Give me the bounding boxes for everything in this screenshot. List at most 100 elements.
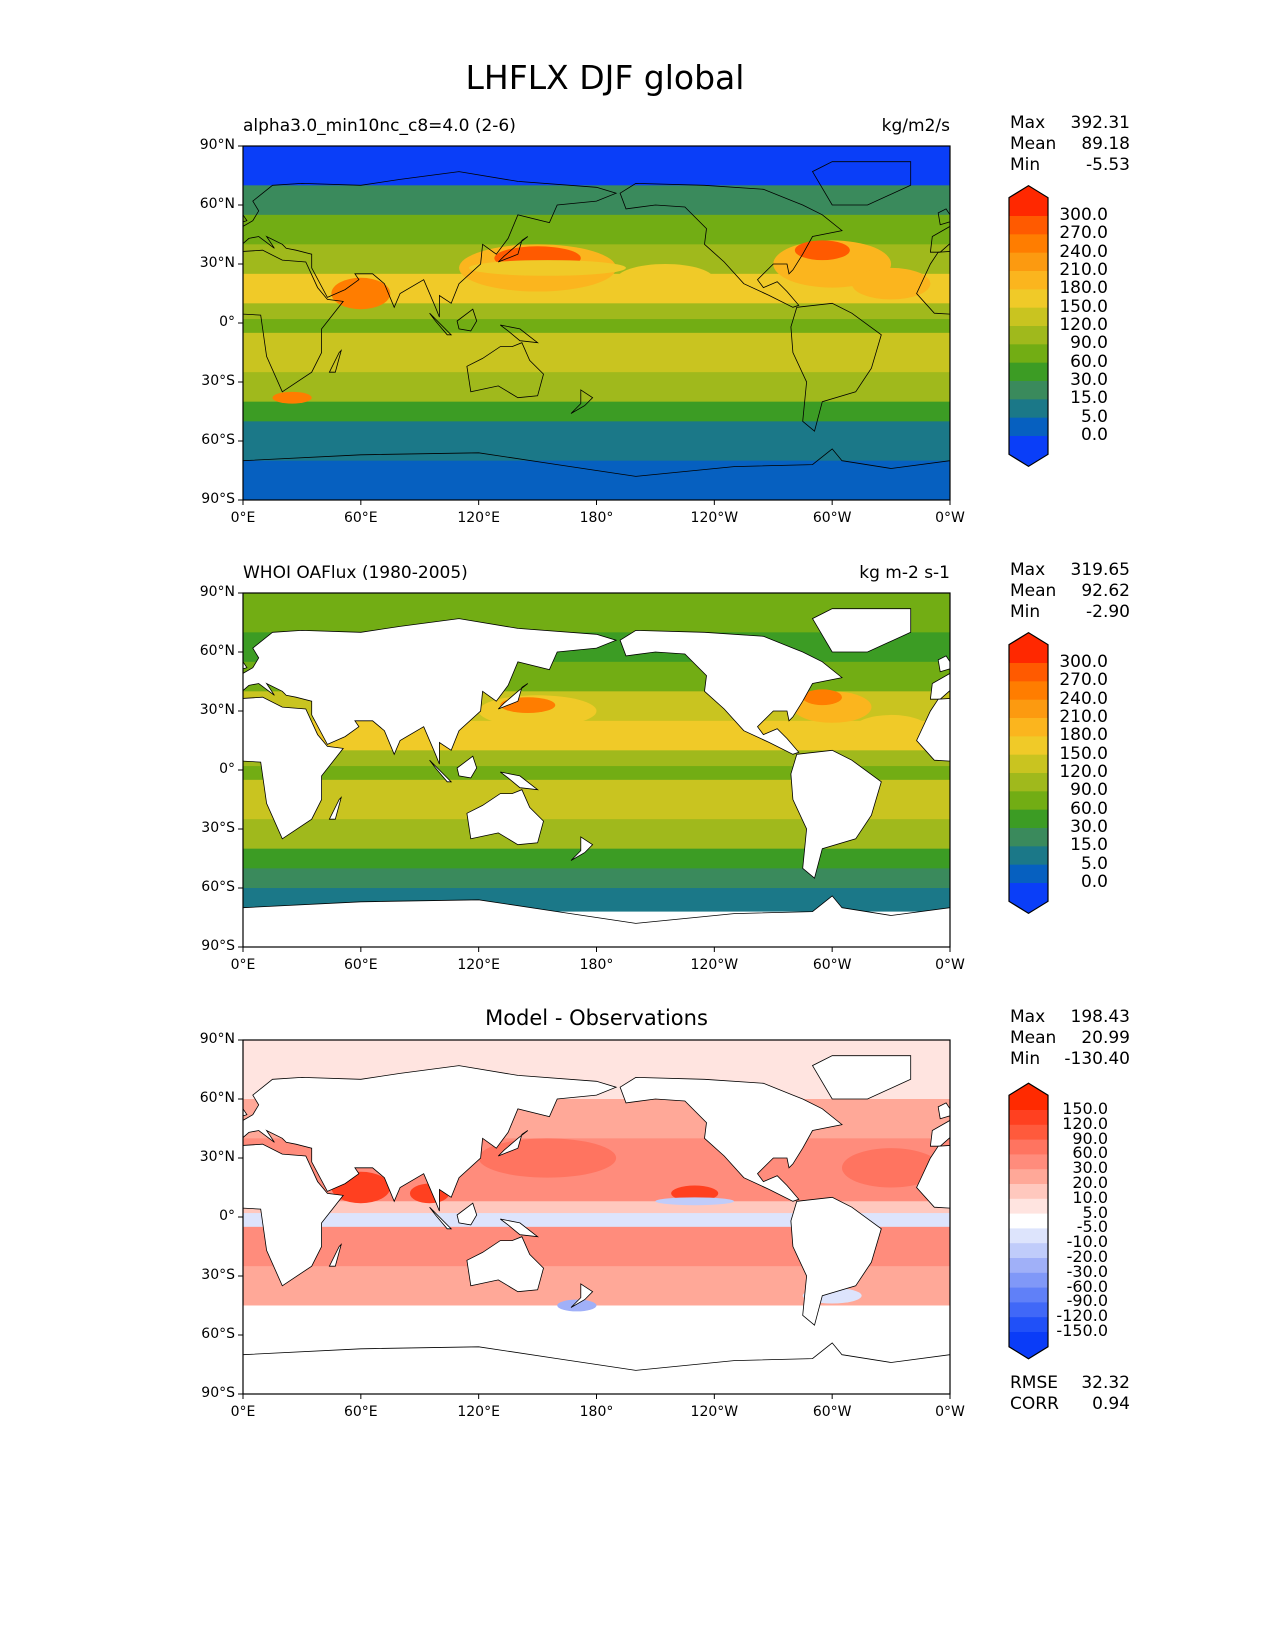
field-band (243, 303, 950, 320)
x-tick-label: 60°E (343, 1404, 378, 1420)
field-band (243, 185, 950, 216)
field-anomaly (851, 714, 931, 747)
coastline-samerica (84, 1197, 174, 1325)
x-tick-label: 0°W (935, 957, 965, 973)
coastline-sumatra (1137, 313, 1159, 335)
stat-value-mean: 20.99 (1081, 1028, 1130, 1048)
field-anomaly (468, 260, 626, 276)
colorbar-label: 5.0 (1082, 1202, 1108, 1222)
colorbar-segment (1009, 271, 1048, 290)
colorbar-label: 10.0 (1072, 1187, 1108, 1207)
colorbar-label: 120.0 (1059, 762, 1108, 782)
coastline-eurasia (243, 618, 618, 765)
field-band (243, 868, 950, 889)
colorbar-segment (1009, 289, 1048, 309)
colorbar-segment (1009, 1302, 1048, 1318)
colorbar-segment (1009, 754, 1048, 774)
coastline-borneo (1164, 309, 1184, 331)
coastline-newguinea (1207, 325, 1244, 343)
rmse-value: 32.32 (1081, 1373, 1130, 1393)
colorbar-segment (1009, 681, 1048, 701)
coastline-japan (1205, 684, 1235, 710)
x-tick-label: 0°E (230, 1404, 256, 1420)
coastline-uk (937, 1102, 950, 1120)
field-band (243, 372, 950, 403)
colorbar-segment (1009, 1198, 1048, 1215)
coastline-uk (243, 1108, 248, 1117)
colorbar-label: 240.0 (1059, 688, 1108, 709)
coastline-antarctica (243, 448, 950, 500)
coastline-uk (243, 661, 248, 670)
field-anomaly (272, 391, 312, 404)
rmse-label: RMSE (1010, 1373, 1059, 1393)
coastline-newguinea (500, 1218, 539, 1238)
field-anomaly (557, 1299, 597, 1312)
map-field (106, 593, 1235, 947)
x-tick-label: 60°W (812, 510, 852, 526)
stat-label-mean: Mean (1010, 581, 1057, 601)
colorbar-label: 30.0 (1070, 370, 1108, 390)
y-tick-label: 90°S (201, 491, 235, 507)
y-tick-label: 0° (219, 314, 235, 330)
field-band (243, 460, 950, 500)
field-anomaly (851, 267, 931, 300)
field-band (243, 146, 950, 186)
colorbar-label: 300.0 (1059, 652, 1108, 672)
y-tick-label: 60°N (199, 643, 235, 659)
x-tick-label: 180° (579, 1404, 614, 1420)
coastline-namerica (619, 629, 843, 755)
field-anomaly (794, 240, 850, 261)
field-band (243, 332, 950, 373)
colorbar-label: 90.0 (1070, 333, 1108, 354)
field-band (243, 214, 950, 245)
figure-title: LHFLX DJF global (465, 58, 745, 97)
y-tick-label: 60°S (201, 879, 235, 895)
colorbar-label: 120.0 (1059, 315, 1108, 335)
colorbar-segment (1009, 1110, 1048, 1126)
coastline-australia (466, 1236, 544, 1293)
field-band (243, 401, 950, 422)
coastline-nz (570, 836, 594, 861)
coastline-sumatra (429, 312, 453, 336)
corr-value: 0.94 (1092, 1394, 1130, 1414)
x-tick-label: 120°E (457, 1404, 500, 1420)
coastline-uk (937, 655, 950, 673)
coastline-africa (916, 1145, 950, 1209)
x-tick-label: 60°W (812, 957, 852, 973)
coastline-namerica (0, 183, 135, 307)
colorbar-label: -90.0 (1066, 1291, 1108, 1311)
colorbar-label: 120.0 (1062, 1113, 1108, 1133)
coastline-madagascar (328, 349, 342, 373)
colorbar-segment (1009, 1272, 1048, 1289)
colorbar-extend-min (1009, 1332, 1048, 1359)
colorbar-label: 210.0 (1059, 260, 1108, 280)
panel-units: kg m-2 s-1 (859, 563, 950, 583)
x-tick-label: 0°E (230, 510, 256, 526)
colorbar-segment (1009, 1139, 1048, 1155)
y-tick-label: 30°S (201, 373, 235, 389)
coastline-australia (466, 789, 544, 846)
coastline-eurasia (929, 672, 950, 700)
panel-title: Model - Observations (485, 1006, 708, 1030)
coastline-borneo (456, 308, 478, 332)
colorbar-segment (1009, 828, 1048, 847)
colorbar-segment (1009, 846, 1048, 866)
y-tick-label: 0° (219, 761, 235, 777)
coastline-australia (1174, 1237, 1251, 1292)
map-panel-2 (106, 592, 1235, 952)
y-tick-label: 30°N (199, 255, 235, 271)
coastline-madagascar (328, 1243, 342, 1267)
coastline-newguinea (500, 771, 539, 791)
coastline-samerica (790, 302, 882, 432)
colorbar-segment (1009, 718, 1048, 737)
coastline-borneo (456, 755, 478, 779)
colorbar-label: 240.0 (1059, 241, 1108, 262)
y-tick-label: 30°S (201, 1267, 235, 1283)
stat-value-mean: 92.62 (1081, 581, 1130, 601)
coastline-antarctica (243, 1342, 950, 1394)
colorbar-segment (1009, 1154, 1048, 1170)
colorbar-label: 270.0 (1059, 670, 1108, 691)
field-anomaly (331, 277, 391, 310)
coastline-greenland (106, 162, 204, 205)
coastline-greenland (106, 609, 204, 652)
